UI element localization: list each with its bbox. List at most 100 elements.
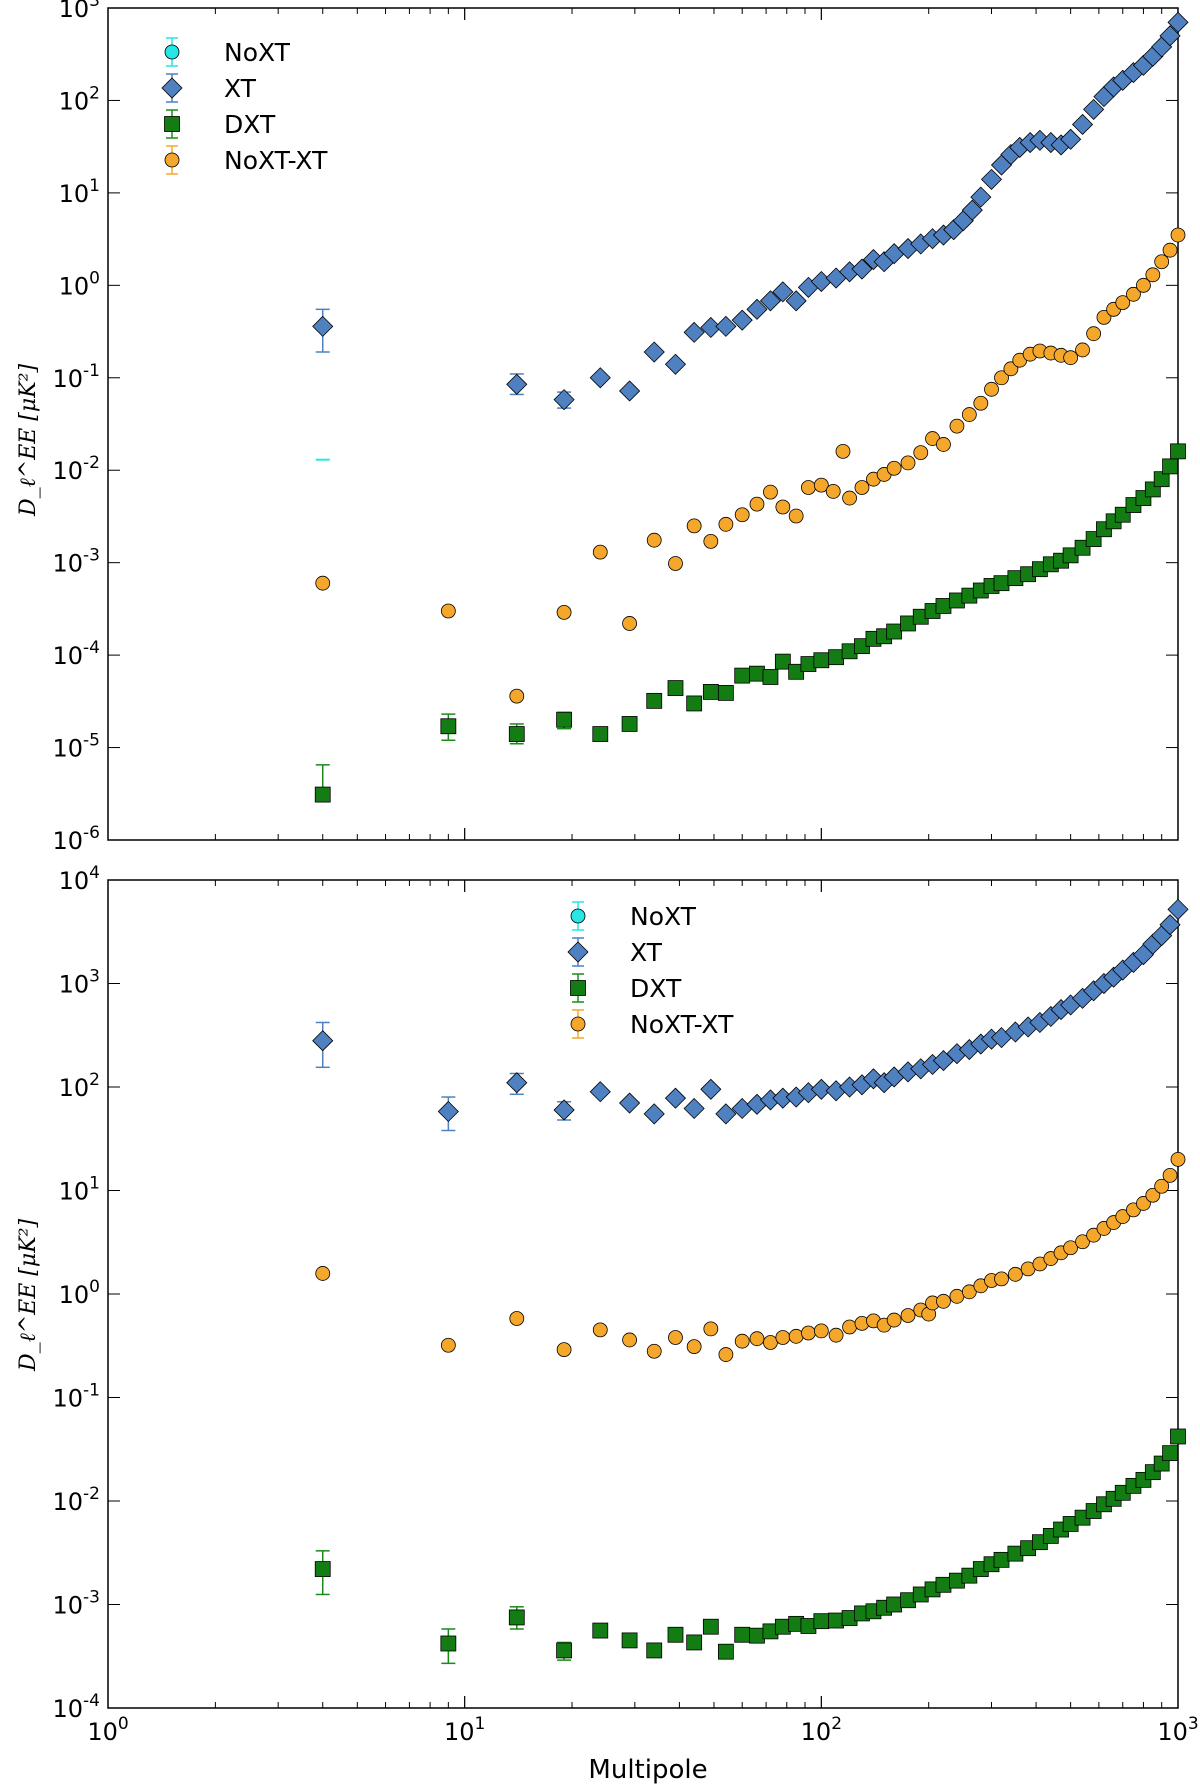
legend-label-dxt: DXT [224, 110, 276, 139]
data-point [980, 168, 1003, 190]
legend-marker-dxt [570, 980, 586, 996]
data-point [1071, 113, 1094, 136]
data-point [749, 665, 765, 682]
series-xt [312, 898, 1189, 1132]
data-point [1075, 342, 1090, 358]
data-point [315, 575, 331, 591]
data-point [788, 1328, 804, 1344]
data-point [993, 1551, 1010, 1568]
data-point [1003, 361, 1019, 377]
data-point [556, 604, 572, 620]
data-point [703, 533, 719, 549]
data-point [667, 1626, 684, 1643]
data-point [970, 186, 992, 208]
data-point [851, 258, 873, 280]
y-tick-label: 10-6 [53, 823, 101, 855]
data-point [900, 1308, 916, 1323]
y-tick-label: 10-1 [53, 1381, 101, 1413]
data-point [1170, 1151, 1186, 1167]
data-point [621, 1632, 638, 1649]
bottom-panel: 100 101 102 103 10-4 10-3 10-2 10-1 100 101 102 103… [53, 863, 1199, 1746]
x-tick-label: 100 [87, 1714, 128, 1746]
y-tick-label: 100 [59, 1277, 100, 1309]
data-point [734, 507, 750, 523]
x-axis-label: Multipole [588, 1755, 707, 1785]
data-point [718, 516, 734, 532]
data-point [686, 1634, 703, 1651]
legend-marker-noxt-xt [570, 1016, 586, 1032]
y-tick-label: 10-4 [53, 1691, 101, 1723]
data-point [715, 1103, 737, 1125]
data-point [763, 484, 778, 500]
data-point [961, 1284, 977, 1300]
data-point [828, 1327, 844, 1343]
data-point [509, 688, 525, 704]
legend-marker-xt [567, 941, 589, 963]
axes-frame [107, 7, 1179, 841]
data-point [828, 649, 844, 666]
data-point [788, 508, 804, 524]
data-point [749, 1331, 765, 1347]
data-point [664, 353, 687, 375]
legend: NoXT XT DXT NoXT-XT [161, 37, 328, 175]
data-point [700, 1078, 722, 1100]
y-tick-label: 10-5 [53, 731, 101, 763]
data-point [749, 496, 765, 512]
data-point [592, 726, 609, 742]
data-point [1170, 443, 1186, 460]
data-point [746, 298, 768, 320]
data-point [315, 1266, 331, 1281]
legend-marker-noxt [164, 44, 180, 60]
data-point [813, 1613, 830, 1630]
data-point [813, 1323, 829, 1339]
y-tick-label: 103 [59, 967, 100, 999]
y-tick-label: 101 [59, 1174, 100, 1206]
data-point [509, 1311, 525, 1326]
data-point [913, 445, 929, 461]
data-point [667, 680, 684, 696]
data-point [592, 544, 608, 560]
data-point [700, 316, 722, 339]
data-point [622, 1332, 637, 1348]
data-point [312, 1030, 334, 1052]
legend-label-noxt: NoXT [224, 38, 291, 67]
data-point [961, 199, 983, 221]
y-tick-label: 10-3 [53, 546, 101, 578]
data-point [683, 1097, 705, 1120]
data-point [813, 652, 830, 669]
data-point [1145, 267, 1161, 283]
data-point [973, 395, 989, 411]
legend-label-xt: XT [630, 938, 663, 967]
data-point [828, 1612, 844, 1629]
data-point [589, 1081, 611, 1103]
series-dxt [314, 443, 1186, 803]
data-point [508, 1609, 525, 1626]
data-point [1154, 1178, 1170, 1194]
data-point [1075, 1234, 1090, 1250]
y-tick-label: 10-2 [53, 1484, 101, 1516]
data-point [646, 1343, 662, 1359]
data-point [1083, 98, 1105, 120]
data-point [718, 1347, 734, 1362]
legend-marker-noxt [570, 908, 586, 924]
y-tick-label: 102 [59, 83, 100, 115]
legend-marker-xt [161, 77, 183, 99]
data-point [1167, 898, 1189, 920]
data-point [813, 477, 829, 493]
data-point [702, 1618, 719, 1635]
legend-marker-dxt [164, 116, 180, 132]
data-point [775, 1330, 791, 1345]
series-dxt [314, 1428, 1186, 1665]
series-xt [312, 11, 1189, 411]
data-point [984, 381, 999, 397]
data-point [825, 484, 841, 499]
data-point [1086, 1227, 1102, 1243]
data-point [440, 1635, 457, 1652]
data-point [886, 460, 902, 476]
data-point [553, 389, 575, 411]
data-point [810, 1078, 832, 1100]
data-point [936, 1293, 951, 1309]
data-point [1162, 458, 1178, 475]
data-point [664, 1087, 687, 1109]
data-point [774, 653, 791, 670]
